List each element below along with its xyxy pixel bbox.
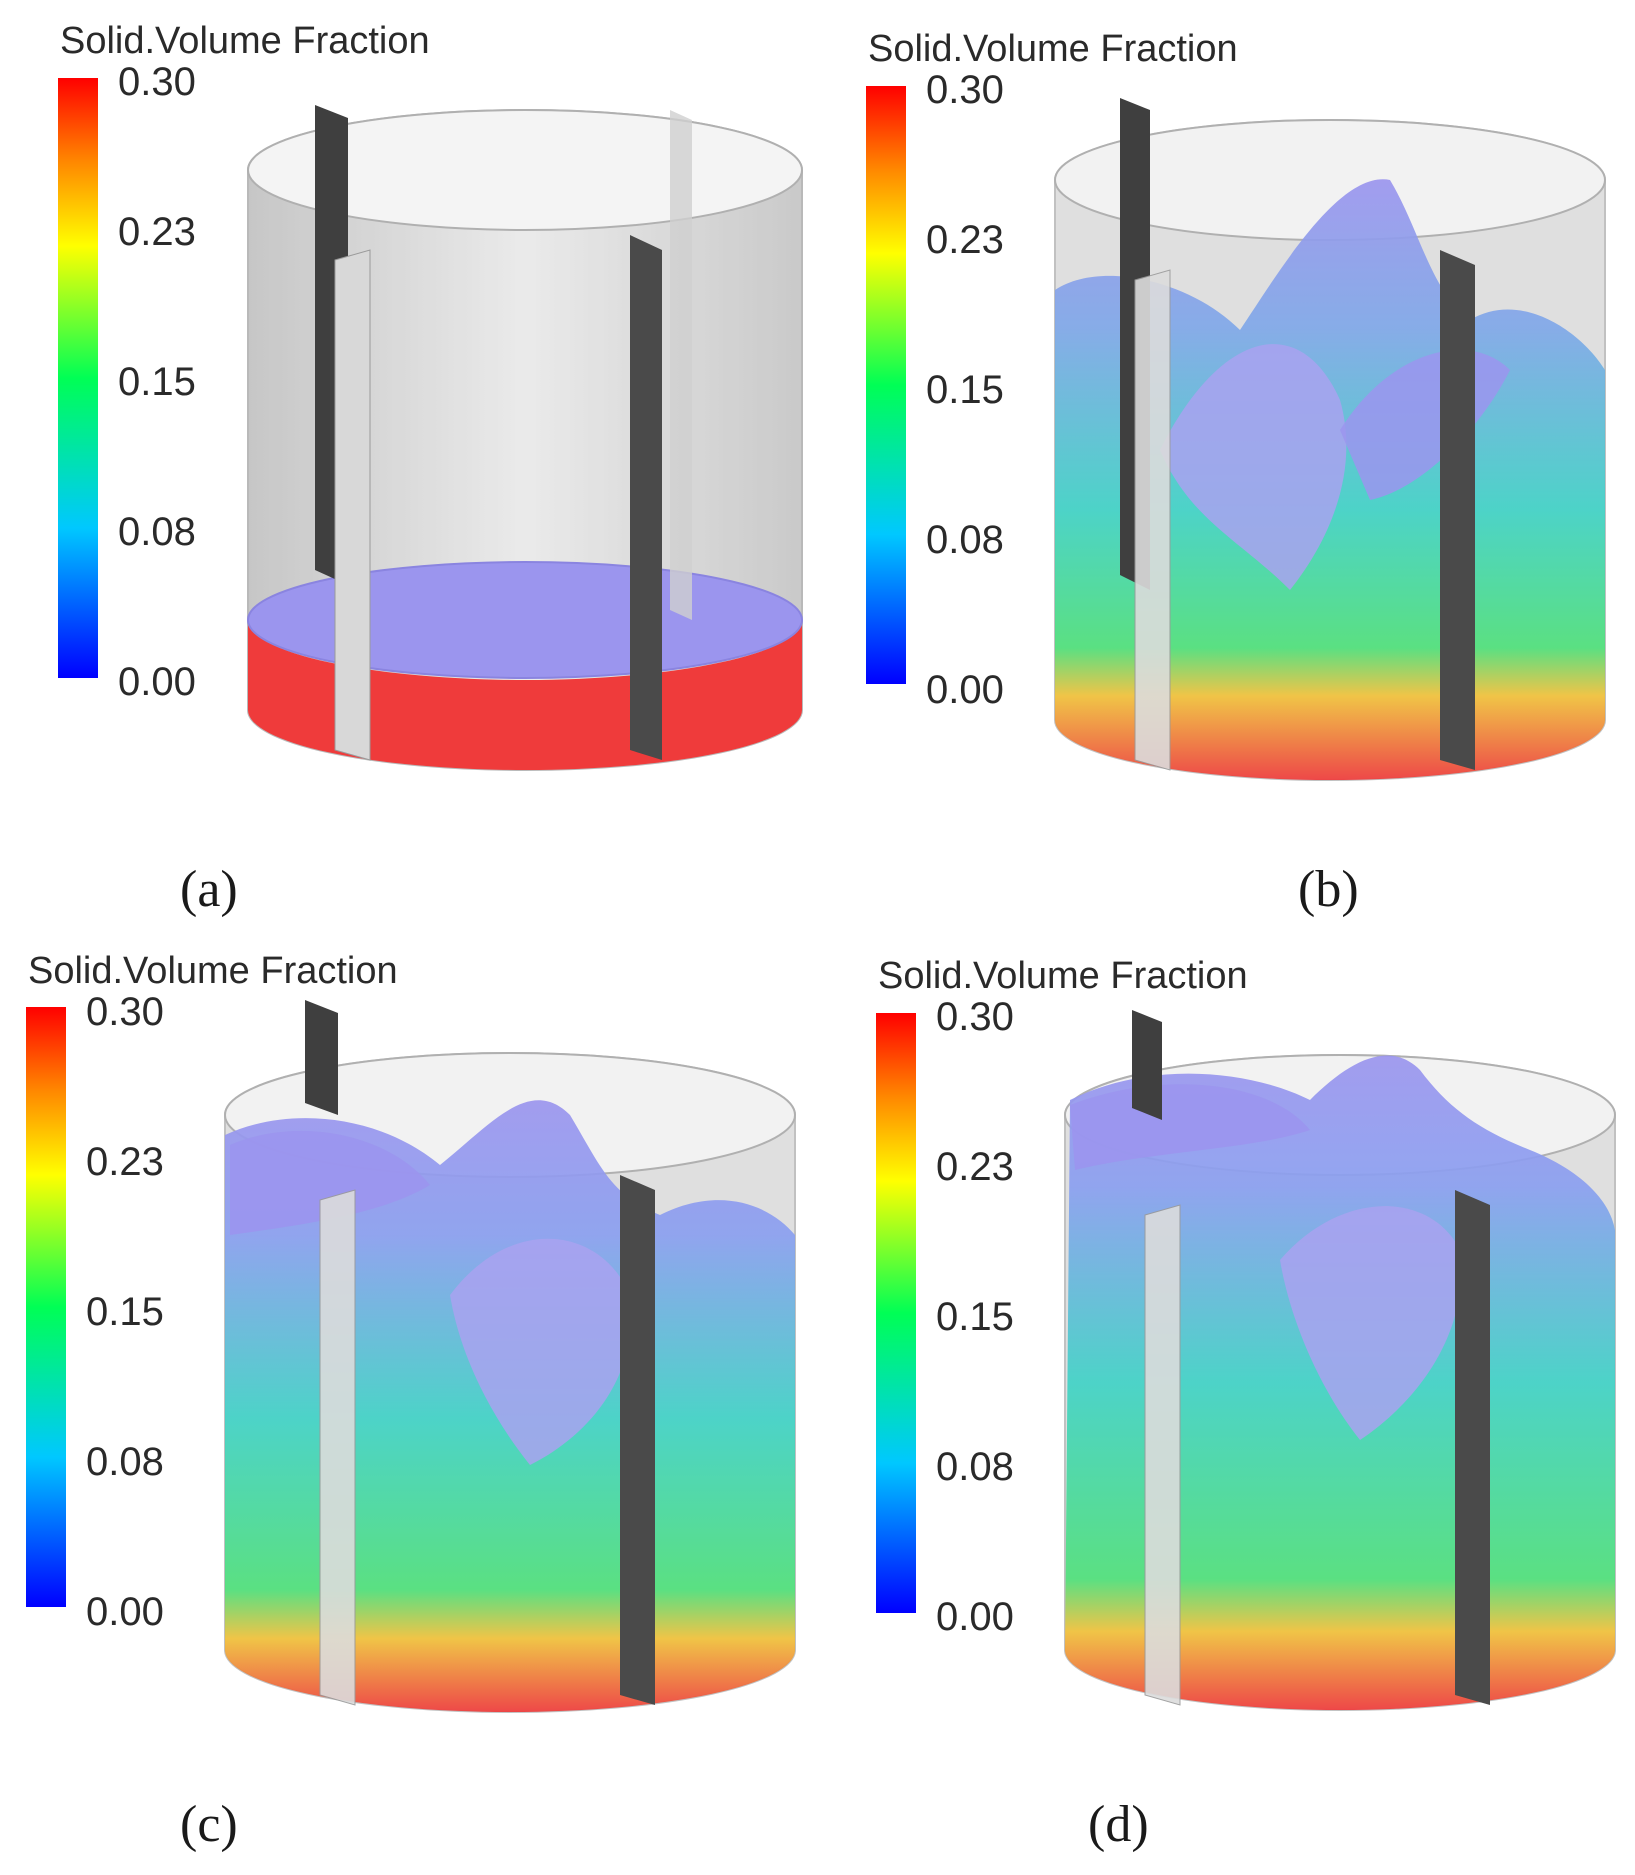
baffle bbox=[620, 1175, 655, 1705]
baffle bbox=[1455, 1190, 1490, 1705]
vessel-render bbox=[224, 1000, 796, 1713]
colorbar-tick: 0.15 bbox=[926, 368, 1004, 412]
cloud-lobe bbox=[1280, 1206, 1462, 1440]
cloud-lobe bbox=[230, 1130, 430, 1235]
vessel-render bbox=[247, 105, 803, 771]
colorbar-title: Solid.Volume Fraction bbox=[60, 20, 430, 62]
colorbar-tick: 0.23 bbox=[926, 218, 1004, 262]
colorbar-tick: 0.30 bbox=[926, 68, 1004, 112]
bed-surface bbox=[247, 561, 803, 679]
colorbar-tick: 0.00 bbox=[118, 660, 196, 704]
cloud-lobe bbox=[1160, 344, 1347, 590]
colorbar-tick: 0.00 bbox=[86, 1590, 164, 1634]
baffle bbox=[630, 235, 662, 760]
colorbar-tick: 0.08 bbox=[118, 510, 196, 554]
settled-bed bbox=[248, 620, 802, 770]
colorbar-tick: 0.08 bbox=[926, 518, 1004, 562]
colorbar-tick: 0.00 bbox=[926, 668, 1004, 712]
colorbar-tick: 0.15 bbox=[936, 1295, 1014, 1339]
colorbar-tick: 0.30 bbox=[86, 990, 164, 1034]
colorbar-tick: 0.23 bbox=[118, 210, 196, 254]
baffle bbox=[670, 110, 692, 620]
colorbar-tick: 0.08 bbox=[936, 1445, 1014, 1489]
colorbar-gradient bbox=[876, 1013, 916, 1613]
panel-label: (b) bbox=[1298, 861, 1359, 918]
cloud-lobe bbox=[450, 1238, 632, 1465]
colorbar-tick: 0.30 bbox=[118, 60, 196, 104]
panel-label: (d) bbox=[1088, 1796, 1149, 1853]
colorbar-tick: 0.00 bbox=[936, 1595, 1014, 1639]
colorbar-gradient bbox=[58, 78, 98, 678]
baffle bbox=[334, 249, 371, 761]
vessel-render bbox=[1054, 98, 1606, 781]
colorbar-title: Solid.Volume Fraction bbox=[878, 955, 1248, 997]
panel-label: (c) bbox=[180, 1796, 238, 1853]
colorbar-gradient bbox=[866, 86, 906, 684]
colorbar-tick: 0.23 bbox=[86, 1140, 164, 1184]
baffle bbox=[1132, 1010, 1162, 1120]
panel-a: Solid.Volume Fraction 0.30 0.23 0.15 0.0… bbox=[0, 0, 820, 935]
colorbar-tick: 0.23 bbox=[936, 1145, 1014, 1189]
panel-d: Solid.Volume Fraction 0.30 0.23 0.15 0.0… bbox=[820, 935, 1635, 1875]
baffle bbox=[319, 1189, 356, 1706]
vessel-render bbox=[1064, 1010, 1616, 1711]
colorbar-tick: 0.15 bbox=[86, 1290, 164, 1334]
panel-b: Solid.Volume Fraction 0.30 0.23 0.15 0.0… bbox=[820, 0, 1635, 935]
colorbar-title: Solid.Volume Fraction bbox=[28, 950, 398, 992]
panel-c: Solid.Volume Fraction 0.30 0.23 0.15 0.0… bbox=[0, 935, 820, 1875]
colorbar-tick: 0.15 bbox=[118, 360, 196, 404]
panel-label: (a) bbox=[180, 861, 238, 918]
colorbar-gradient bbox=[26, 1007, 66, 1607]
baffle bbox=[305, 1000, 338, 1115]
baffle bbox=[1144, 1204, 1181, 1706]
baffle bbox=[1440, 250, 1475, 770]
colorbar-title: Solid.Volume Fraction bbox=[868, 28, 1238, 70]
baffle bbox=[1134, 269, 1171, 771]
colorbar-tick: 0.30 bbox=[936, 995, 1014, 1039]
colorbar-tick: 0.08 bbox=[86, 1440, 164, 1484]
vessel-top bbox=[247, 109, 803, 231]
cloud-lobe bbox=[1070, 1084, 1310, 1170]
